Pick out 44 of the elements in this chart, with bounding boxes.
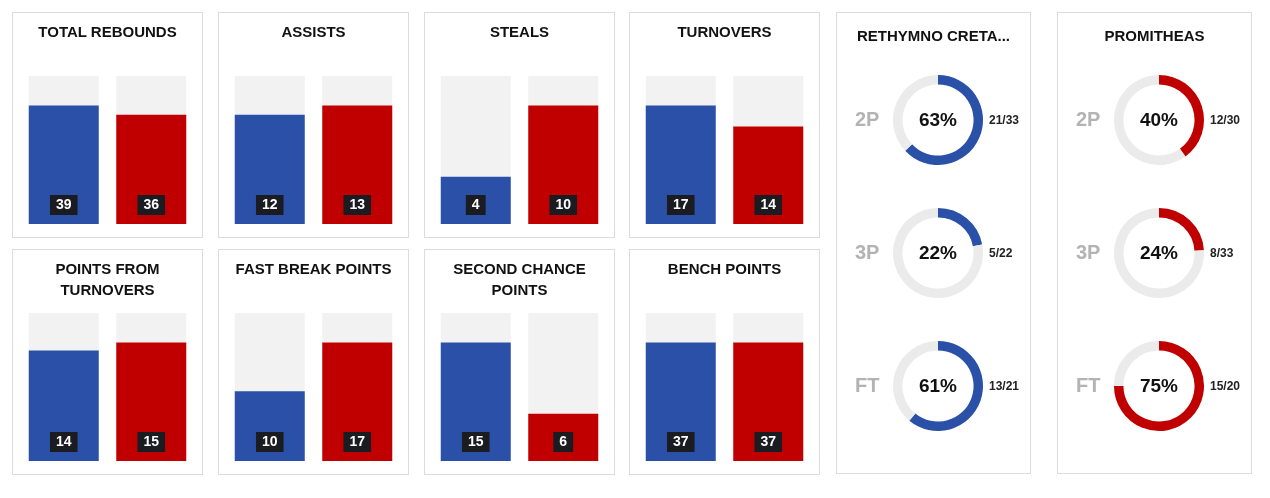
text: FT	[1076, 374, 1101, 397]
data-label: 12	[261, 195, 278, 212]
data-label: 61%	[918, 375, 958, 397]
data-label: 15	[467, 432, 484, 449]
data-label: 10	[555, 195, 572, 212]
data-label: 17	[672, 195, 689, 212]
data-label: 15	[143, 432, 160, 449]
data-label: 22%	[918, 242, 958, 264]
data-label: 39	[55, 195, 72, 212]
data-label: 63%	[918, 109, 958, 131]
text: 3P	[855, 241, 880, 264]
data-label: 37	[672, 432, 689, 449]
data-label: 37	[760, 432, 777, 449]
text: 15/20	[1210, 379, 1241, 393]
data-label: 24%	[1139, 242, 1179, 264]
data-label: 6	[559, 432, 568, 449]
chart-title: PROMITHEAS	[1103, 26, 1206, 46]
chart-title: RETHYMNO CRETA...	[855, 26, 1012, 46]
text: 12/30	[1210, 113, 1241, 127]
data-label: 14	[760, 195, 777, 212]
text: 5/22	[989, 246, 1013, 260]
text: 3P	[1076, 241, 1101, 264]
data-label: 10	[261, 432, 278, 449]
data-label: 13	[349, 195, 366, 212]
chart-title: BENCH POINTS	[666, 259, 783, 279]
chart-title: FAST BREAK POINTS	[234, 259, 393, 279]
chart-title: TURNOVERS	[676, 22, 773, 42]
data-label: 4	[471, 195, 480, 212]
data-label: 40%	[1139, 109, 1179, 131]
chart-title: STEALS	[488, 22, 551, 42]
text: 13/21	[989, 379, 1020, 393]
chart-title: ASSISTS	[280, 22, 347, 42]
data-label: 75%	[1139, 375, 1179, 397]
text: 21/33	[989, 113, 1020, 127]
chart-title: POINTS FROM TURNOVERS	[54, 259, 161, 300]
text: 8/33	[1210, 246, 1234, 260]
text: 2P	[1076, 108, 1101, 131]
chart-title: SECOND CHANCE POINTS	[452, 259, 587, 300]
data-label: 14	[55, 432, 72, 449]
data-label: 36	[143, 195, 160, 212]
text: 2P	[855, 108, 880, 131]
data-label: 17	[349, 432, 366, 449]
chart-title: TOTAL REBOUNDS	[37, 22, 178, 42]
text: FT	[855, 374, 880, 397]
